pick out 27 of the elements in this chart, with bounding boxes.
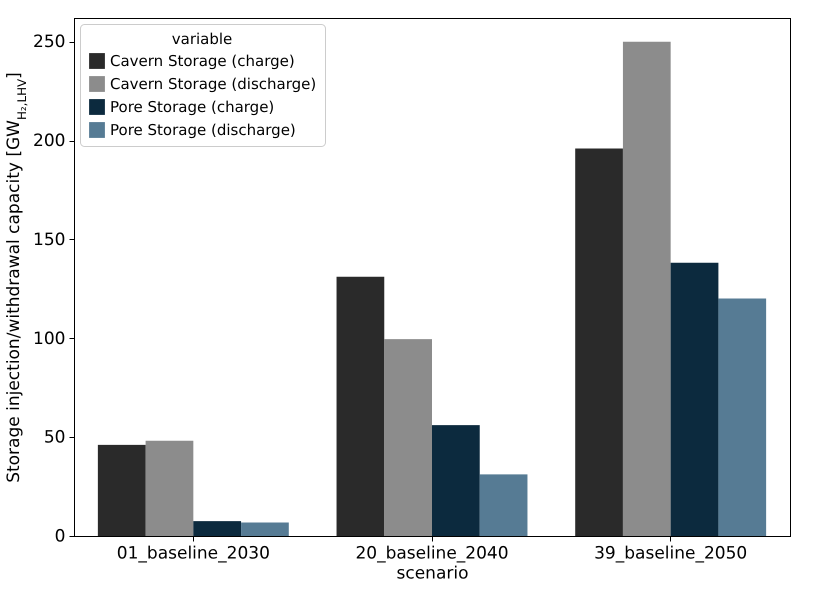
legend-title: variable (172, 30, 232, 48)
y-tick-label: 100 (33, 328, 66, 349)
y-tick-label: 150 (33, 230, 66, 250)
legend-label: Cavern Storage (discharge) (110, 75, 316, 93)
bar (575, 148, 623, 536)
x-tick-label: 01_baseline_2030 (116, 544, 270, 564)
bar (480, 474, 528, 536)
bar (193, 521, 242, 536)
legend-label: Cavern Storage (charge) (110, 52, 295, 70)
legend-label: Pore Storage (charge) (110, 98, 274, 116)
bar (98, 444, 146, 536)
bar (336, 276, 384, 536)
bar (146, 440, 194, 536)
y-tick-label: 50 (44, 428, 66, 448)
x-axis-title: scenario (396, 564, 468, 584)
bar (384, 339, 432, 536)
bar (718, 298, 766, 536)
y-tick-label: 0 (54, 526, 66, 546)
bar (241, 522, 289, 536)
bar (432, 425, 480, 536)
legend-label: Pore Storage (discharge) (110, 121, 296, 139)
y-tick-label: 200 (33, 131, 66, 152)
y-tick-label: 250 (33, 32, 66, 52)
x-tick-label: 20_baseline_2040 (355, 544, 509, 564)
x-tick-label: 39_baseline_2050 (594, 544, 748, 564)
bar (622, 42, 671, 536)
bar (670, 262, 718, 536)
